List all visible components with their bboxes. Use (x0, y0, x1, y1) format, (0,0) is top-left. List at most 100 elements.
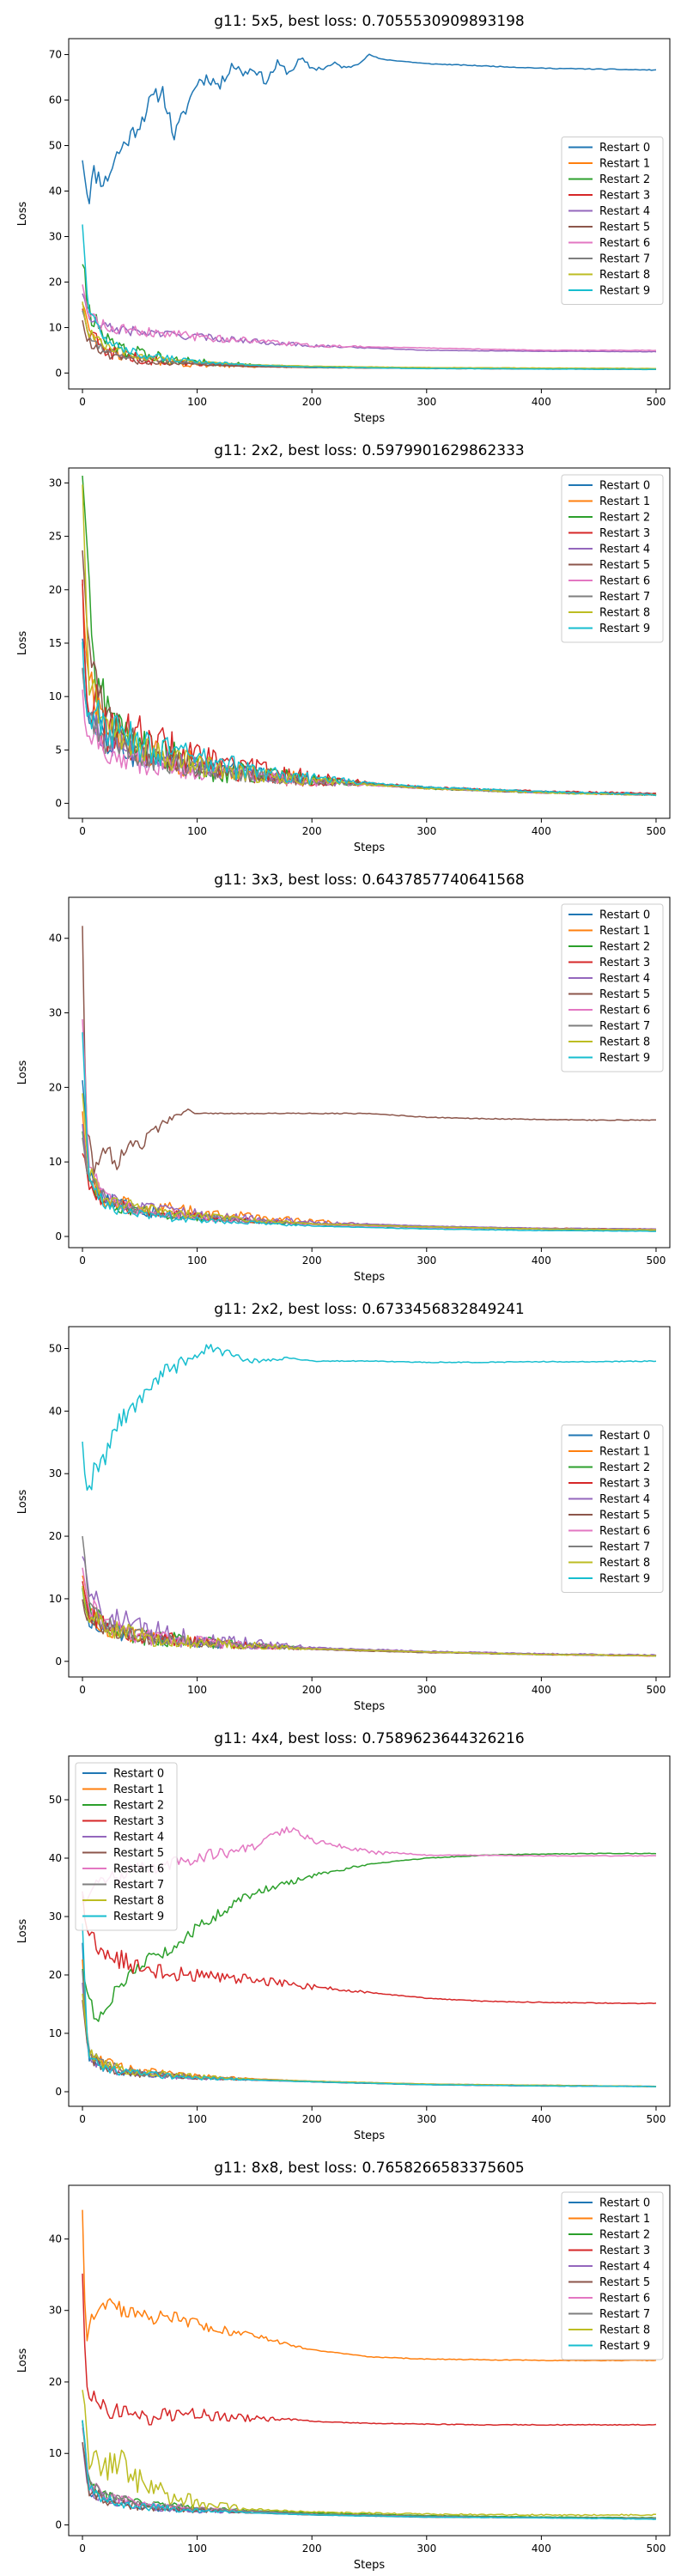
series-line (82, 641, 657, 797)
y-tick-label: 40 (49, 185, 62, 197)
legend-label: Restart 2 (599, 1461, 650, 1474)
y-tick-label: 30 (49, 1467, 62, 1479)
legend-label: Restart 2 (599, 941, 650, 954)
x-axis-label: Steps (354, 1271, 386, 1284)
x-tick-label: 0 (79, 2543, 86, 2555)
x-tick-label: 300 (416, 396, 436, 408)
legend-label: Restart 5 (599, 988, 650, 1001)
legend-label: Restart 4 (599, 973, 650, 986)
y-tick-label: 30 (49, 230, 62, 242)
series-line (82, 1032, 657, 1232)
x-tick-label: 500 (647, 2543, 666, 2555)
chart-svg: g11: 5x5, best loss: 0.7055530909893198 0… (16, 13, 671, 425)
legend-label: Restart 2 (599, 173, 650, 186)
series-line (82, 310, 657, 370)
axes-frame (68, 2184, 671, 2537)
series-line (82, 1942, 657, 2087)
legend-label: Restart 7 (599, 253, 650, 266)
x-tick-label: 100 (187, 825, 207, 837)
chart-panel: g11: 8x8, best loss: 0.7658266583375605 0… (0, 2147, 687, 2576)
legend-label: Restart 2 (599, 2229, 650, 2242)
legend: Restart 0 Restart 1 Restart 2 Restart 3 Rest… (561, 137, 664, 305)
legend-label: Restart 0 (599, 480, 650, 493)
series-line (82, 1959, 657, 2087)
series-lines (82, 53, 657, 371)
legend-label: Restart 5 (599, 222, 650, 234)
series-line (82, 1588, 657, 1657)
x-tick-label: 300 (416, 1684, 436, 1696)
series-line (82, 1891, 657, 2005)
legend-label: Restart 7 (113, 1879, 164, 1892)
series-line (82, 1344, 657, 1492)
y-tick-label: 30 (49, 477, 62, 489)
chart-svg: g11: 8x8, best loss: 0.7658266583375605 0… (16, 2160, 671, 2572)
x-tick-label: 400 (532, 2113, 551, 2125)
series-lines (82, 1826, 657, 2087)
legend-label: Restart 3 (599, 1478, 650, 1491)
y-tick-label: 0 (55, 798, 62, 810)
y-tick-label: 25 (49, 531, 62, 543)
y-axis-label: Loss (16, 631, 29, 656)
x-tick-label: 400 (532, 1255, 551, 1267)
x-axis-label: Steps (354, 841, 386, 854)
x-tick-label: 200 (302, 2113, 322, 2125)
y-tick-label: 20 (49, 1081, 62, 1093)
legend-label: Restart 4 (599, 1493, 650, 1506)
x-tick-label: 500 (647, 1684, 666, 1696)
x-tick-label: 300 (416, 2113, 436, 2125)
legend-label: Restart 6 (599, 1525, 650, 1538)
series-line (82, 1826, 657, 1903)
chart-svg: g11: 3x3, best loss: 0.6437857740641568 0… (16, 872, 671, 1284)
legend-label: Restart 1 (599, 2213, 650, 2226)
x-tick-label: 400 (532, 1684, 551, 1696)
series-line (82, 308, 657, 370)
legend: Restart 0 Restart 1 Restart 2 Restart 3 Rest… (561, 2191, 664, 2360)
legend-label: Restart 7 (599, 1020, 650, 1033)
series-lines (82, 926, 657, 1232)
y-tick-label: 10 (49, 1156, 62, 1168)
chart-title: g11: 8x8, best loss: 0.7658266583375605 (214, 2160, 524, 2177)
legend-label: Restart 5 (113, 1847, 164, 1860)
y-tick-label: 10 (49, 2447, 62, 2459)
x-tick-label: 200 (302, 1255, 322, 1267)
series-line (82, 2421, 657, 2519)
legend-label: Restart 0 (599, 1430, 650, 1443)
x-tick-label: 100 (187, 1255, 207, 1267)
legend-label: Restart 1 (113, 1783, 164, 1796)
chart-svg: g11: 4x4, best loss: 0.7589623644326216 0… (16, 1730, 671, 2142)
y-axis-label: Loss (16, 1919, 29, 1944)
y-axis-label: Loss (16, 2348, 29, 2373)
y-tick-label: 20 (49, 1530, 62, 1542)
series-line (82, 1923, 657, 2087)
legend-label: Restart 1 (599, 1446, 650, 1459)
legend-label: Restart 1 (599, 495, 650, 508)
legend: Restart 0 Restart 1 Restart 2 Restart 3 Rest… (75, 1762, 178, 1931)
x-tick-label: 200 (302, 2543, 322, 2555)
legend-label: Restart 8 (113, 1895, 164, 1908)
y-tick-label: 15 (49, 637, 62, 649)
y-tick-label: 0 (55, 367, 62, 379)
x-tick-label: 200 (302, 825, 322, 837)
y-tick-label: 10 (49, 690, 62, 702)
legend-label: Restart 9 (599, 285, 650, 298)
legend-label: Restart 0 (113, 1768, 164, 1781)
legend-label: Restart 0 (599, 2197, 650, 2210)
series-line (82, 1982, 657, 2087)
legend-label: Restart 3 (599, 2245, 650, 2257)
axes-frame (68, 38, 671, 390)
legend-label: Restart 7 (599, 1541, 650, 1554)
x-tick-label: 200 (302, 396, 322, 408)
x-tick-label: 100 (187, 2543, 207, 2555)
legend-label: Restart 5 (599, 559, 650, 572)
series-line (82, 638, 657, 795)
legend-label: Restart 3 (599, 527, 650, 540)
legend-label: Restart 6 (599, 2293, 650, 2306)
series-line (82, 1585, 657, 1657)
chart-panel: g11: 2x2, best loss: 0.5979901629862333 0… (0, 429, 687, 859)
series-line (82, 1588, 657, 1657)
chart-title: g11: 5x5, best loss: 0.7055530909893198 (214, 13, 524, 30)
chart-title: g11: 2x2, best loss: 0.6733456832849241 (214, 1301, 524, 1318)
legend-label: Restart 8 (599, 607, 650, 620)
chart-title: g11: 2x2, best loss: 0.5979901629862333 (214, 442, 524, 459)
series-line (82, 1993, 657, 2087)
